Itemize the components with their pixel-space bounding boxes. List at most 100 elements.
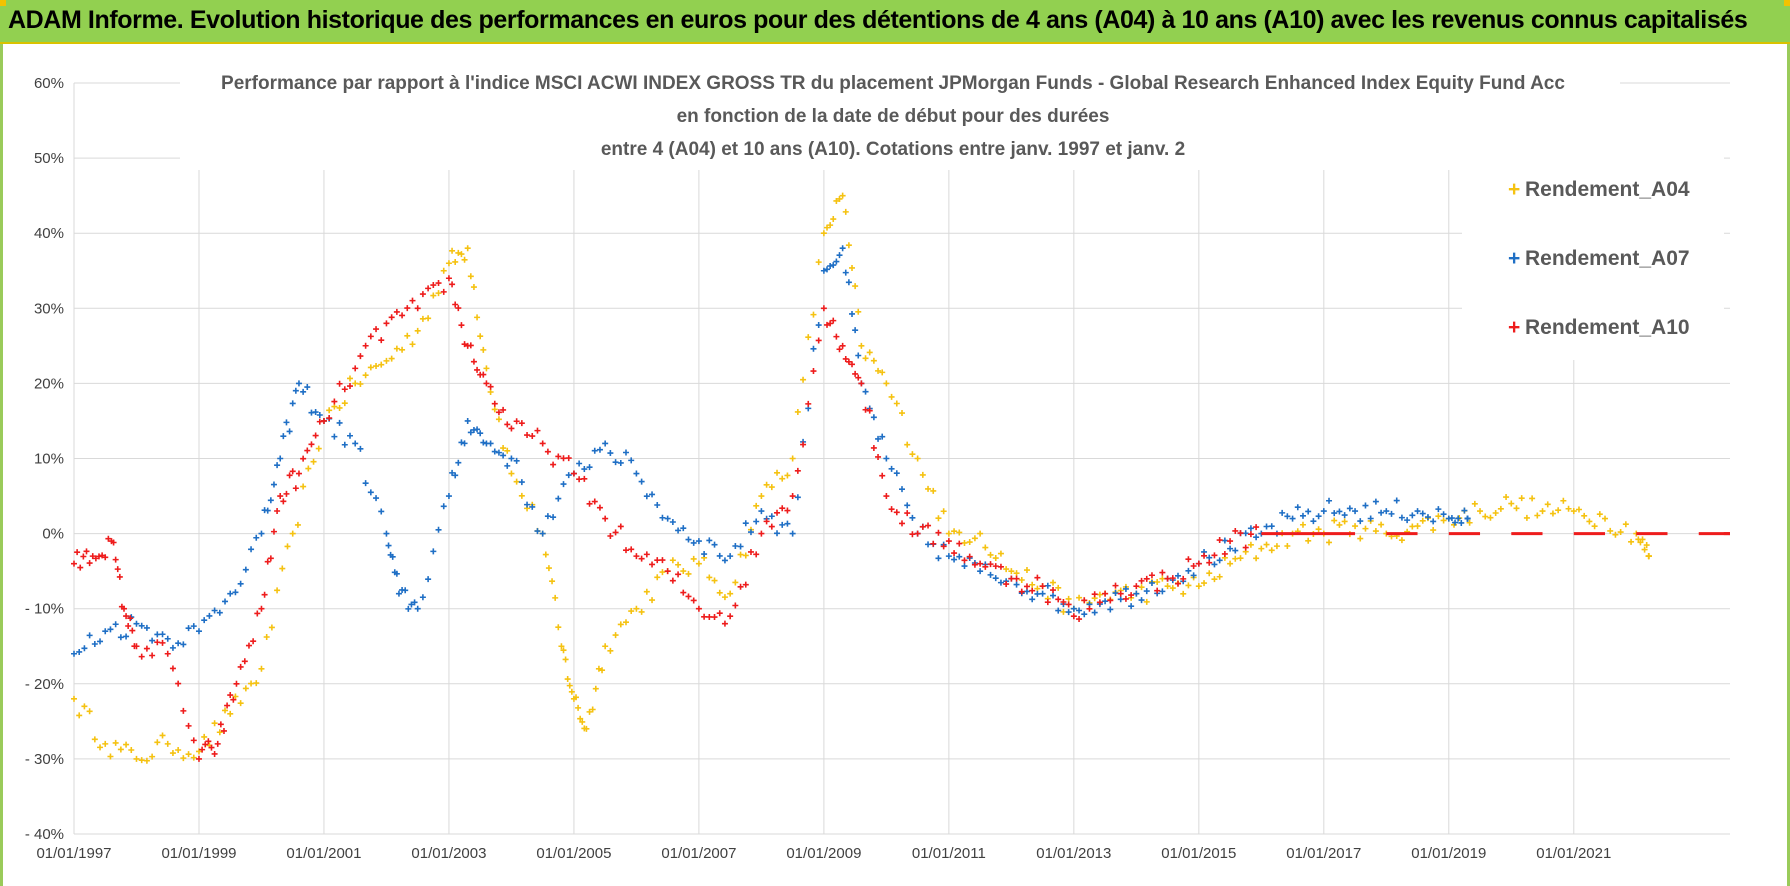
data-point <box>820 305 843 353</box>
data-point-mark <box>1440 517 1447 524</box>
data-point-mark <box>222 707 229 714</box>
data-point-mark <box>435 290 442 297</box>
data-point-mark <box>289 530 296 537</box>
data-point-mark <box>110 539 117 546</box>
data-point-mark <box>566 682 573 689</box>
data-point-mark <box>879 369 886 376</box>
y-tick-label: 20% <box>34 375 64 392</box>
data-point <box>789 322 822 537</box>
data-point-mark <box>830 216 837 223</box>
data-point-mark <box>1424 514 1431 521</box>
data-point-mark <box>1003 581 1010 588</box>
data-point-mark <box>870 357 877 364</box>
data-point <box>164 740 197 762</box>
data-point-mark <box>1227 545 1234 552</box>
data-point-mark <box>1060 598 1067 605</box>
data-point-mark <box>810 311 817 318</box>
data-point-mark <box>680 589 687 596</box>
data-point-mark <box>445 260 452 267</box>
data-point-mark <box>899 486 905 493</box>
data-point-mark <box>500 452 507 459</box>
data-point-mark <box>128 747 135 754</box>
data-point-mark <box>675 571 682 578</box>
data-point <box>945 538 978 568</box>
data-point-mark <box>120 605 127 612</box>
data-point-mark <box>1076 616 1083 623</box>
data-point-mark <box>685 593 692 600</box>
data-point-mark <box>893 509 900 516</box>
data-point-mark <box>232 693 239 700</box>
y-tick-label: 60% <box>34 75 64 92</box>
data-point-mark <box>623 449 629 456</box>
data-point-mark <box>550 514 557 521</box>
data-point-mark <box>1232 547 1239 554</box>
data-point-mark <box>1641 546 1648 553</box>
data-point-mark <box>461 341 468 348</box>
data-point-mark <box>1175 580 1181 587</box>
data-point-mark <box>220 727 227 734</box>
data-point-mark <box>659 569 666 576</box>
data-point-mark <box>888 465 895 472</box>
data-point <box>1164 556 1197 587</box>
data-point-mark <box>283 490 290 497</box>
data-point-mark <box>336 419 343 426</box>
data-point-mark <box>217 721 224 728</box>
data-point-mark <box>1575 506 1582 513</box>
data-point-mark <box>570 470 577 477</box>
data-point-mark <box>669 519 676 526</box>
data-point-mark <box>1055 607 1062 614</box>
data-point-mark <box>638 478 645 485</box>
data-point <box>914 522 947 550</box>
data-point <box>1320 517 1353 546</box>
data-point-mark <box>116 573 123 580</box>
data-point-mark <box>71 560 77 567</box>
data-point-mark <box>159 639 166 646</box>
data-point-mark <box>1185 582 1192 589</box>
data-point-mark <box>480 439 487 446</box>
data-point-mark <box>483 380 490 387</box>
data-point-mark <box>470 284 477 291</box>
data-point-mark <box>405 605 412 612</box>
data-point-mark <box>77 564 84 571</box>
data-point-mark <box>474 426 481 433</box>
data-point-mark <box>830 262 837 269</box>
data-point-mark <box>612 459 619 466</box>
data-point-mark <box>1029 581 1036 588</box>
data-point-mark <box>800 441 807 448</box>
data-point-mark <box>852 327 859 334</box>
data-point <box>558 643 575 695</box>
data-point <box>1102 585 1135 613</box>
data-point <box>945 528 978 546</box>
data-point-mark <box>304 447 311 454</box>
data-point <box>1352 498 1385 525</box>
data-point-mark <box>1169 585 1176 592</box>
data-point-mark <box>1107 597 1114 604</box>
y-tick-label: 50% <box>34 150 64 167</box>
data-point-mark <box>128 614 135 621</box>
data-point-mark <box>258 665 265 672</box>
data-point-mark <box>784 472 791 479</box>
data-point-mark <box>458 322 465 329</box>
data-point-mark <box>404 332 411 339</box>
data-point-mark <box>1018 588 1025 595</box>
data-point-mark <box>474 366 481 373</box>
data-point-mark <box>576 476 583 483</box>
data-point-mark <box>992 555 999 562</box>
data-point-mark <box>1523 514 1530 521</box>
data-point-mark <box>839 245 846 252</box>
data-point-mark <box>300 388 307 395</box>
data-point-mark <box>794 467 801 474</box>
x-tick-label: 01/01/2013 <box>1036 845 1111 862</box>
data-point-mark <box>385 542 392 549</box>
data-point-mark <box>602 440 609 447</box>
data-point-mark <box>1419 510 1426 517</box>
data-point-mark <box>149 652 156 659</box>
data-point-mark <box>1414 508 1421 515</box>
data-point <box>464 417 487 446</box>
data-point-mark <box>1253 534 1260 541</box>
data-point-mark <box>1096 591 1103 598</box>
data-point-mark <box>508 455 515 462</box>
data-point-mark <box>500 445 507 452</box>
data-point-mark <box>190 737 197 744</box>
